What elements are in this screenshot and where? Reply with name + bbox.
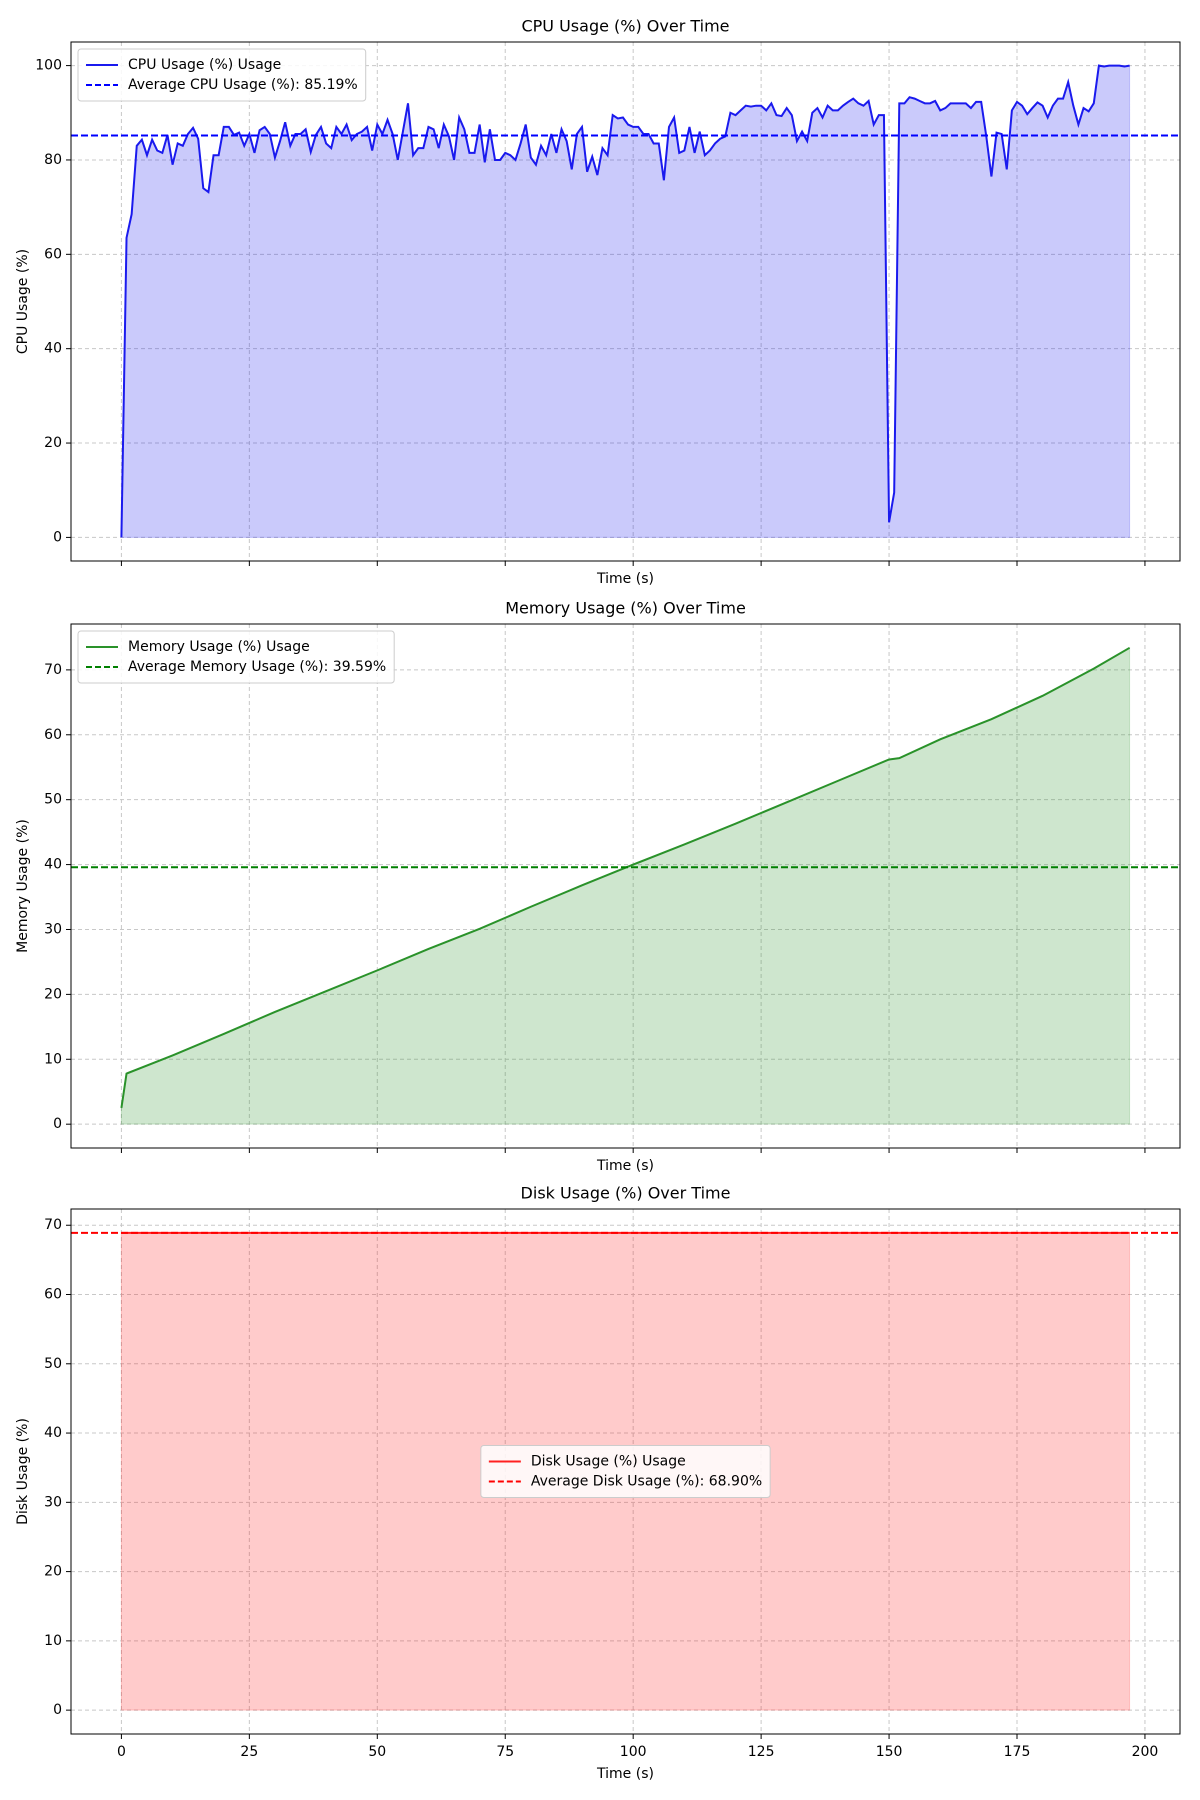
y-tick-label: 40: [44, 857, 62, 873]
y-tick-label: 80: [44, 152, 62, 168]
y-tick-label: 40: [44, 341, 62, 357]
y-tick-label: 20: [44, 435, 62, 451]
area-fill: [120, 646, 1131, 1125]
x-tick-label: 0: [117, 1744, 126, 1760]
y-axis-label: CPU Usage (%): [15, 249, 31, 354]
subplot: 0 10 20 30 40 50 60 70 Memory Usage (%) Over Tim…: [15, 599, 1181, 1174]
x-tick-label: 175: [1004, 1744, 1031, 1760]
y-tick-label: 50: [44, 1356, 62, 1372]
y-tick-label: 100: [35, 58, 62, 74]
x-axis-label: Time (s): [596, 1158, 654, 1174]
y-tick-label: 70: [44, 1217, 62, 1233]
x-tick-label: 25: [240, 1744, 258, 1760]
legend-label: Average Disk Usage (%): 68.90%: [531, 1474, 762, 1490]
x-tick-label: 125: [748, 1744, 775, 1760]
y-tick-label: 30: [44, 1494, 62, 1510]
chart-title: Memory Usage (%) Over Time: [505, 599, 746, 618]
x-tick-label: 75: [496, 1744, 514, 1760]
x-axis-label: Time (s): [596, 1766, 654, 1782]
y-tick-label: 0: [53, 1116, 62, 1132]
legend-box: [77, 48, 367, 102]
x-tick-label: 200: [1132, 1744, 1159, 1760]
y-tick-label: 70: [44, 662, 62, 678]
plot-frame: [70, 41, 1181, 562]
y-tick-label: 20: [44, 1564, 62, 1580]
legend: Disk Usage (%) Usage Average Disk Usage (…: [480, 1445, 771, 1498]
chart-title: CPU Usage (%) Over Time: [521, 17, 729, 36]
plot-frame: [70, 1208, 1181, 1735]
y-axis-label: Memory Usage (%): [15, 819, 31, 953]
y-tick-label: 30: [44, 921, 62, 937]
legend-box: [77, 630, 395, 684]
y-tick-label: 50: [44, 792, 62, 808]
subplot: 0 10 20 30 40 50 60 70 0 25 50 75 100 125 150 175 200 Dis…: [15, 1184, 1181, 1782]
legend-label: CPU Usage (%) Usage: [128, 57, 281, 73]
y-tick-label: 60: [44, 1287, 62, 1303]
y-tick-label: 10: [44, 1051, 62, 1067]
y-axis-label: Disk Usage (%): [15, 1418, 31, 1525]
subplot: 0 20 40 60 80 100 CPU Usage (%) Over Time Time …: [15, 17, 1181, 587]
data-line: [120, 64, 1130, 538]
y-tick-label: 0: [53, 529, 62, 545]
x-tick-label: 100: [620, 1744, 647, 1760]
data-line: [120, 646, 1131, 1109]
y-tick-label: 10: [44, 1633, 62, 1649]
x-tick-label: 150: [876, 1744, 903, 1760]
x-axis-label: Time (s): [596, 571, 654, 587]
chart-title: Disk Usage (%) Over Time: [521, 1184, 731, 1203]
plot-frame: [70, 623, 1181, 1149]
y-tick-label: 60: [44, 727, 62, 743]
legend-box: [480, 1445, 771, 1498]
y-tick-label: 60: [44, 246, 62, 262]
y-tick-label: 0: [53, 1702, 62, 1718]
x-tick-label: 50: [368, 1744, 386, 1760]
legend: CPU Usage (%) Usage Average CPU Usage (%)…: [77, 48, 367, 102]
y-tick-label: 40: [44, 1425, 62, 1441]
legend-label: Disk Usage (%) Usage: [531, 1454, 686, 1470]
legend-label: Average CPU Usage (%): 85.19%: [128, 77, 358, 93]
legend: Memory Usage (%) Usage Average Memory Usa…: [77, 630, 395, 684]
legend-label: Average Memory Usage (%): 39.59%: [128, 659, 386, 675]
y-tick-label: 20: [44, 986, 62, 1002]
legend-label: Memory Usage (%) Usage: [128, 639, 310, 655]
